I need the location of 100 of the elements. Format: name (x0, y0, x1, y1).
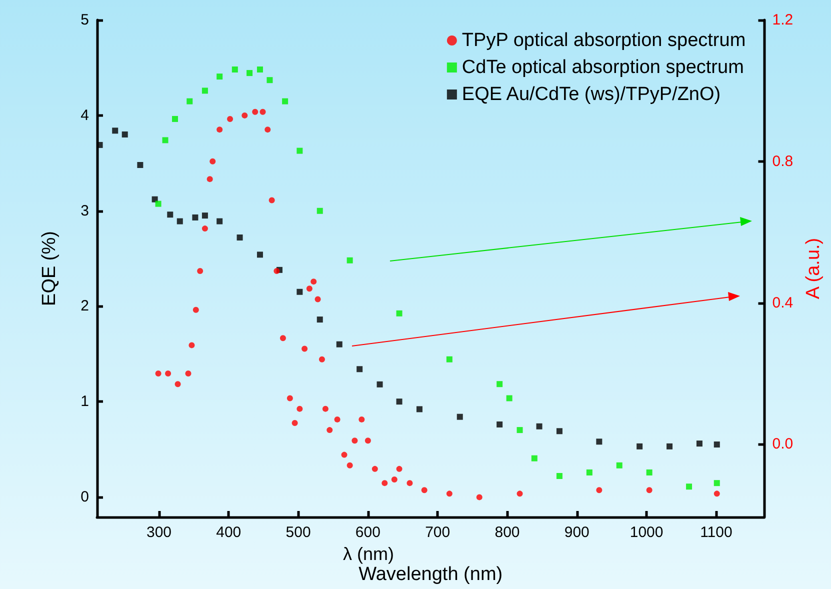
point (396, 466, 402, 472)
y2-axis-title: A (a.u.) (803, 238, 824, 300)
point (416, 406, 422, 412)
point (326, 427, 333, 434)
point (531, 455, 538, 462)
y-tick-label: 3 (80, 202, 89, 220)
point (274, 268, 280, 274)
point (206, 176, 213, 182)
point (242, 112, 248, 118)
point (296, 148, 303, 154)
point (446, 356, 452, 362)
point (316, 208, 323, 214)
y2-tick-label: 1.2 (772, 12, 794, 28)
point (172, 116, 178, 122)
point (516, 490, 523, 497)
point (346, 462, 353, 468)
point (496, 381, 503, 388)
point (260, 108, 266, 115)
y-tick-label: 4 (80, 106, 89, 124)
point (137, 162, 144, 168)
point (202, 212, 208, 219)
point (165, 370, 172, 376)
point (314, 296, 321, 302)
point (696, 440, 702, 447)
x-tick-label: 600 (355, 524, 380, 541)
point (192, 214, 198, 220)
point (202, 88, 208, 94)
point (256, 66, 263, 72)
point (336, 341, 342, 348)
point (536, 423, 542, 430)
point (188, 342, 195, 348)
legend-label: CdTe optical absorption spectrum (462, 57, 744, 78)
point (122, 131, 128, 138)
point (256, 252, 263, 258)
x-tick-label: 1000 (630, 524, 664, 541)
point (268, 197, 275, 204)
legend-label: EQE Au/CdTe (ws)/TPyP/ZnO) (462, 84, 721, 105)
point (186, 98, 193, 104)
point (216, 74, 223, 80)
point (714, 480, 720, 486)
point (227, 116, 234, 122)
x-tick-label: 500 (286, 524, 311, 541)
point (372, 466, 378, 472)
point (167, 212, 174, 218)
point (210, 158, 216, 164)
point (396, 398, 402, 405)
x-tick-label: 400 (216, 524, 242, 541)
point (197, 268, 204, 274)
point (421, 487, 428, 494)
point (216, 126, 223, 133)
point (302, 346, 308, 352)
point (334, 416, 340, 422)
point (382, 480, 388, 486)
point (112, 128, 118, 134)
x-tick-label: 700 (425, 524, 450, 541)
point (636, 443, 643, 450)
point (174, 381, 181, 388)
point (192, 306, 199, 313)
point (236, 234, 243, 240)
point (406, 480, 413, 486)
point (456, 414, 463, 420)
point (506, 395, 512, 402)
point (666, 443, 673, 450)
y2-tick-label: 0.4 (772, 294, 794, 312)
point (282, 98, 288, 104)
point (646, 487, 652, 494)
point (292, 420, 298, 426)
x-tick-label: 900 (564, 524, 590, 541)
point (356, 366, 363, 372)
point (714, 442, 720, 448)
point (155, 370, 162, 376)
y-tick-label: 5 (80, 12, 89, 28)
point (185, 370, 192, 376)
point (232, 66, 238, 72)
point (396, 310, 402, 316)
point (391, 476, 398, 483)
point (155, 200, 162, 207)
y-axis-title: EQE (%) (39, 231, 60, 306)
text: λ (nm) (343, 544, 394, 564)
point (446, 490, 452, 497)
legend-label: TPyP optical absorption spectrum (462, 30, 746, 51)
point (202, 226, 208, 232)
point (358, 416, 365, 422)
point (346, 257, 353, 264)
point (646, 469, 652, 476)
point (296, 288, 303, 295)
point (280, 335, 286, 342)
point (376, 381, 383, 388)
point (556, 428, 562, 434)
point (318, 356, 325, 362)
point (476, 494, 482, 500)
point (616, 462, 622, 468)
point (162, 137, 168, 144)
point (264, 126, 271, 133)
y2-tick-label: 0.0 (772, 436, 794, 453)
point (316, 316, 323, 323)
point (714, 490, 720, 497)
x-axis-title: Wavelength (nm) (358, 564, 503, 585)
point (246, 70, 253, 76)
point (266, 77, 273, 84)
